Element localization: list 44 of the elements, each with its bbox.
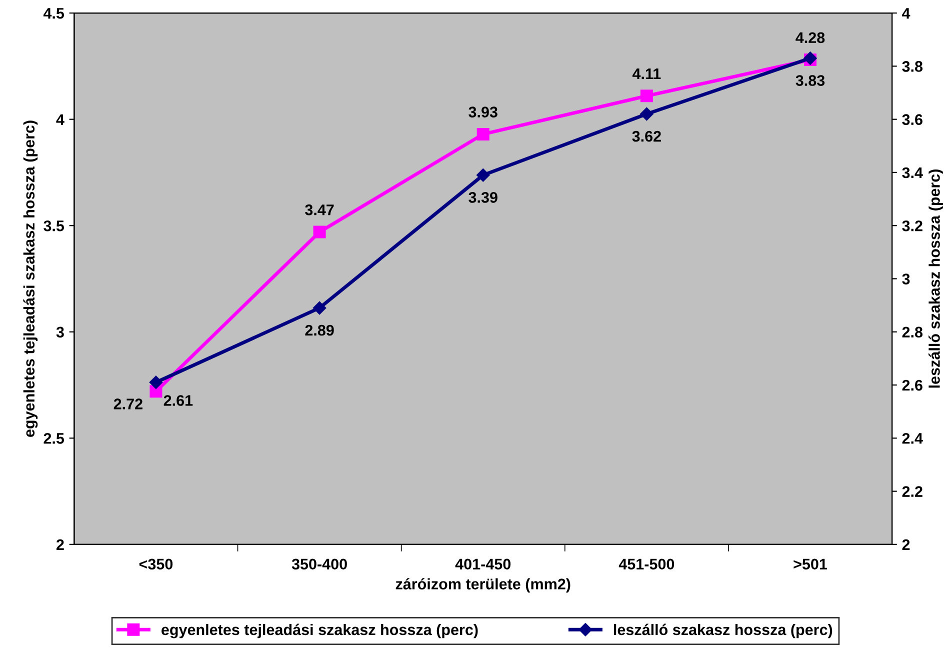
y2-tick-label: 3.8	[902, 61, 923, 72]
point	[640, 90, 653, 102]
y2-tick-label: 2.6	[902, 380, 922, 391]
data-label: 2.72	[114, 398, 142, 410]
y2-tick-label: 2.8	[902, 326, 923, 338]
data-label: 2.61	[164, 395, 193, 406]
y-tick-label: 4	[56, 114, 64, 125]
y-tick-label: 2	[56, 539, 64, 550]
y2-tick-label: 3.4	[902, 167, 923, 178]
y-tick-label: 3	[56, 326, 64, 338]
legend-label: egyenletes tejleadási szakasz hossza (perc)	[162, 624, 478, 638]
data-label: 3.93	[468, 106, 498, 118]
data-label: 3.62	[632, 130, 661, 142]
point	[476, 128, 490, 140]
point	[313, 226, 326, 238]
data-label: 3.39	[468, 192, 498, 203]
x-tick-label: >501	[794, 558, 828, 570]
x-axis-title: záróizom területe (mm2)	[396, 578, 570, 592]
data-label: 3.47	[305, 204, 334, 216]
y2-tick-label: 3	[902, 274, 910, 284]
y2-tick-label: 3.6	[902, 114, 922, 126]
y2-axis-title: leszálló szakasz hossza (perc)	[928, 170, 943, 388]
point	[476, 168, 490, 182]
point	[640, 107, 654, 121]
y-tick-label: 3.5	[44, 220, 64, 232]
x-tick-label: 350-400	[292, 558, 347, 570]
y2-tick-label: 3.2	[902, 220, 922, 232]
y2-tick-label: 2	[902, 539, 910, 550]
point	[312, 301, 326, 315]
y-tick-label: 4.5	[43, 8, 64, 19]
x-tick-label: <350	[139, 558, 173, 570]
data-label: 4.28	[796, 32, 825, 44]
point	[149, 376, 163, 389]
y-tick-label: 2.5	[44, 433, 64, 444]
legend-label: leszálló szakasz hossza (perc)	[614, 624, 832, 638]
y2-tick-label: 2.2	[902, 486, 922, 497]
y2-tick-label: 2.4	[902, 433, 923, 444]
x-tick-label: 401-450	[455, 558, 511, 570]
data-label: 3.83	[796, 75, 825, 86]
y2-tick-label: 4	[902, 8, 910, 19]
x-tick-label: 451-500	[618, 558, 674, 570]
data-label: 4.11	[632, 68, 661, 80]
data-label: 2.89	[305, 324, 334, 336]
y-axis-title: egyenletes tejleadási szakasz hossza (perc)	[23, 120, 38, 437]
